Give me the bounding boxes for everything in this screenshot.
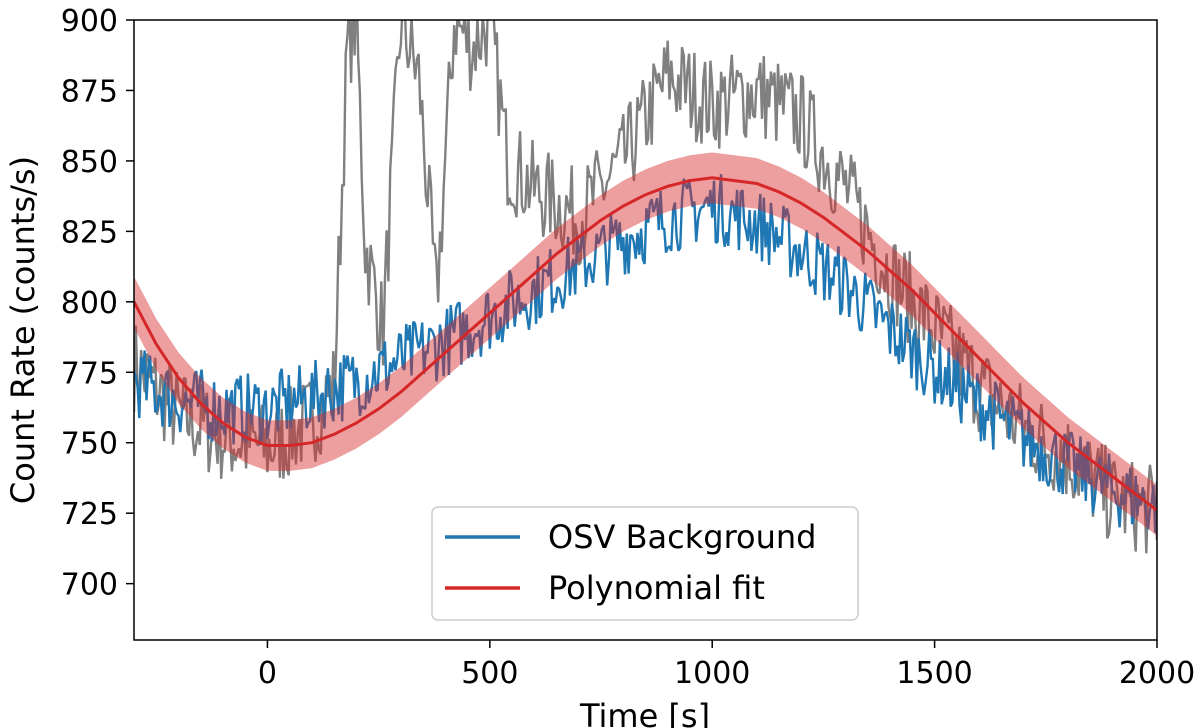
x-axis-label: Time [s] (579, 697, 710, 728)
y-axis-ticks: 700 725 750 775 800 825 850 875 900 (61, 4, 134, 603)
x-axis-ticks: 0 500 1000 1500 2000 (258, 640, 1195, 691)
y-tick-label: 900 (61, 4, 118, 39)
y-tick-label: 825 (61, 215, 118, 250)
osv-background-series (134, 174, 1157, 533)
raw-light-curve-series (134, 20, 1157, 554)
x-tick-label: 500 (461, 656, 518, 691)
polynomial-fit-series (134, 152, 1157, 536)
x-tick-label: 0 (258, 656, 277, 691)
y-tick-label: 750 (61, 427, 118, 462)
x-tick-label: 2000 (1119, 656, 1195, 691)
y-tick-label: 800 (61, 286, 118, 321)
legend-label-polynomial-fit: Polynomial fit (548, 569, 765, 607)
legend: OSV Background Polynomial fit (431, 506, 859, 621)
y-axis-label: Count Rate (counts/s) (4, 156, 42, 504)
osv-background-line (134, 174, 1157, 533)
y-tick-label: 700 (61, 568, 118, 603)
y-tick-label: 725 (61, 497, 118, 532)
y-tick-label: 850 (61, 145, 118, 180)
y-tick-label: 875 (61, 74, 118, 109)
plot-area (134, 20, 1157, 554)
raw-light-curve-line (134, 20, 1157, 554)
plot-frame (133, 19, 1158, 641)
y-tick-label: 775 (61, 356, 118, 391)
x-tick-label: 1000 (674, 656, 750, 691)
polynomial-fit-line (134, 176, 1157, 512)
polynomial-fit-band (134, 152, 1157, 536)
legend-label-osv-background: OSV Background (548, 518, 816, 556)
x-tick-label: 1500 (896, 656, 972, 691)
legend-box (431, 506, 859, 621)
